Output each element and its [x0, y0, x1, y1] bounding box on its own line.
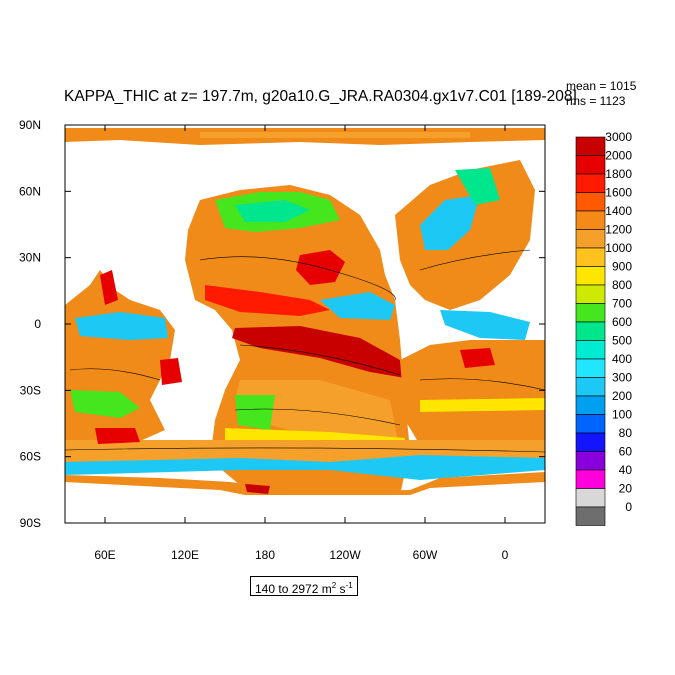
map-field — [65, 125, 545, 523]
y-tick-label: 90S — [20, 516, 41, 530]
y-tick-label: 90N — [19, 118, 41, 132]
subpolar-pacific-core — [235, 200, 310, 222]
colorbar-label: 60 — [619, 445, 633, 459]
south-atlantic — [400, 340, 545, 445]
contour-line — [239, 344, 401, 376]
range-label: 140 to 2972 m2 s-1 — [250, 576, 358, 596]
y-tick-label: 0 — [34, 317, 41, 331]
colorbar-label: 500 — [612, 334, 632, 348]
colorbar-label: 20 — [619, 482, 633, 496]
colorbar-swatch — [575, 469, 606, 489]
colorbar-swatch — [575, 451, 606, 471]
arabian-sea-high — [100, 270, 118, 305]
colorbar-swatch — [575, 303, 606, 323]
colorbar-label: 1000 — [605, 241, 632, 255]
colorbar-label: 1200 — [605, 223, 632, 237]
equatorial-atlantic-low — [440, 310, 530, 340]
colorbar-label: 400 — [612, 352, 632, 366]
x-tick-label: 120W — [329, 548, 361, 562]
colorbar-label: 600 — [612, 315, 632, 329]
chart-title: KAPPA_THIC at z= 197.7m, g20a10.G_JRA.RA… — [64, 88, 577, 105]
colorbar-swatch — [575, 340, 606, 360]
south-pacific-mid — [235, 380, 398, 440]
contour-line — [65, 447, 545, 453]
colorbar-swatch — [575, 192, 606, 212]
colorbar-label: 2000 — [605, 149, 632, 163]
equatorial-pacific-high — [232, 326, 405, 378]
colorbar-label: 100 — [612, 408, 632, 422]
colorbar-label: 800 — [612, 278, 632, 292]
x-tick-label: 180 — [255, 548, 275, 562]
colorbar-label: 300 — [612, 371, 632, 385]
contour-line — [69, 368, 161, 381]
colorbar-swatch — [575, 247, 606, 267]
contour-lines — [65, 249, 545, 453]
colorbar-label: 1600 — [605, 186, 632, 200]
colorbar-swatch — [575, 136, 606, 156]
x-tick-label: 60W — [413, 548, 438, 562]
south-atlantic-mid — [420, 398, 545, 412]
contour-line — [234, 408, 401, 426]
colorbar-label: 900 — [612, 260, 632, 274]
contour-line — [419, 249, 531, 271]
colorbar-swatch — [575, 210, 606, 230]
subpolar-atlantic-low — [420, 195, 480, 250]
north-pacific-high — [205, 285, 330, 316]
south-pacific-low — [235, 395, 275, 430]
units-exponent-2: -1 — [345, 581, 353, 590]
colorbar-swatch — [575, 377, 606, 397]
x-tick-label: 60E — [94, 548, 115, 562]
colorbar-label: 1400 — [605, 204, 632, 218]
axes: 60E 120E 180 120W 60W 0 90N 60N 30N 0 30S 60S 90S — [19, 118, 546, 562]
colorbar-label: 0 — [625, 500, 632, 514]
ross-sea-high — [245, 484, 270, 494]
colorbar-label: 200 — [612, 389, 632, 403]
y-tick-label: 30S — [20, 383, 41, 397]
antarctic-circumpolar-low — [65, 455, 545, 480]
north-atlantic — [395, 160, 535, 310]
colorbar-label: 3000 — [605, 130, 632, 144]
y-tick-label: 60N — [19, 184, 41, 198]
y-tick-label: 30N — [19, 251, 41, 265]
contour-line — [199, 256, 396, 301]
colorbar-label: 40 — [619, 463, 633, 477]
mean-stat: mean = 1015 — [566, 79, 637, 93]
colorbar-swatch — [575, 229, 606, 249]
antarctic-shelf — [65, 472, 545, 495]
colorbar-swatch — [575, 395, 606, 415]
colorbar-swatch — [575, 321, 606, 341]
gulf-stream-low — [455, 168, 500, 205]
colorbar-swatch — [575, 506, 606, 526]
colorbar-label: 1800 — [605, 167, 632, 181]
x-tick-label: 120E — [171, 548, 199, 562]
south-indian-low — [70, 390, 140, 418]
colorbar-swatch — [575, 358, 606, 378]
contour-line — [419, 378, 545, 391]
eastern-pacific-low — [320, 292, 395, 320]
units-exponent-1: 2 — [331, 581, 337, 590]
colorbar-label: 80 — [619, 426, 633, 440]
colorbar-swatch — [575, 266, 606, 286]
arctic-inner — [200, 132, 470, 138]
y-tick-label: 60S — [20, 450, 41, 464]
southern-ocean-west-high — [95, 428, 140, 444]
south-atlantic-high — [460, 348, 495, 368]
colorbar-swatch — [575, 432, 606, 452]
colorbar-swatch — [575, 414, 606, 434]
south-indian-high — [160, 358, 182, 385]
x-tick-label: 0 — [502, 548, 509, 562]
colorbar: 3000200018001600140012001000900800700600… — [575, 130, 633, 526]
colorbar-swatch — [575, 173, 606, 193]
units-mid: s — [336, 582, 346, 596]
rms-stat: rms = 1123 — [566, 94, 626, 108]
equatorial-indian-low — [75, 312, 168, 340]
colorbar-swatch — [575, 155, 606, 175]
colorbar-swatch — [575, 488, 606, 508]
range-text: 140 to 2972 m — [255, 582, 332, 596]
colorbar-swatch — [575, 284, 606, 304]
colorbar-label: 700 — [612, 297, 632, 311]
